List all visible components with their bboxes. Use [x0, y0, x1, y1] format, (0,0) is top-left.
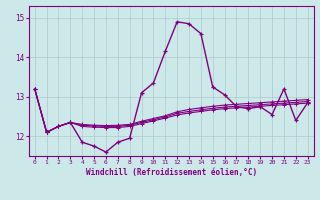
X-axis label: Windchill (Refroidissement éolien,°C): Windchill (Refroidissement éolien,°C)	[86, 168, 257, 177]
